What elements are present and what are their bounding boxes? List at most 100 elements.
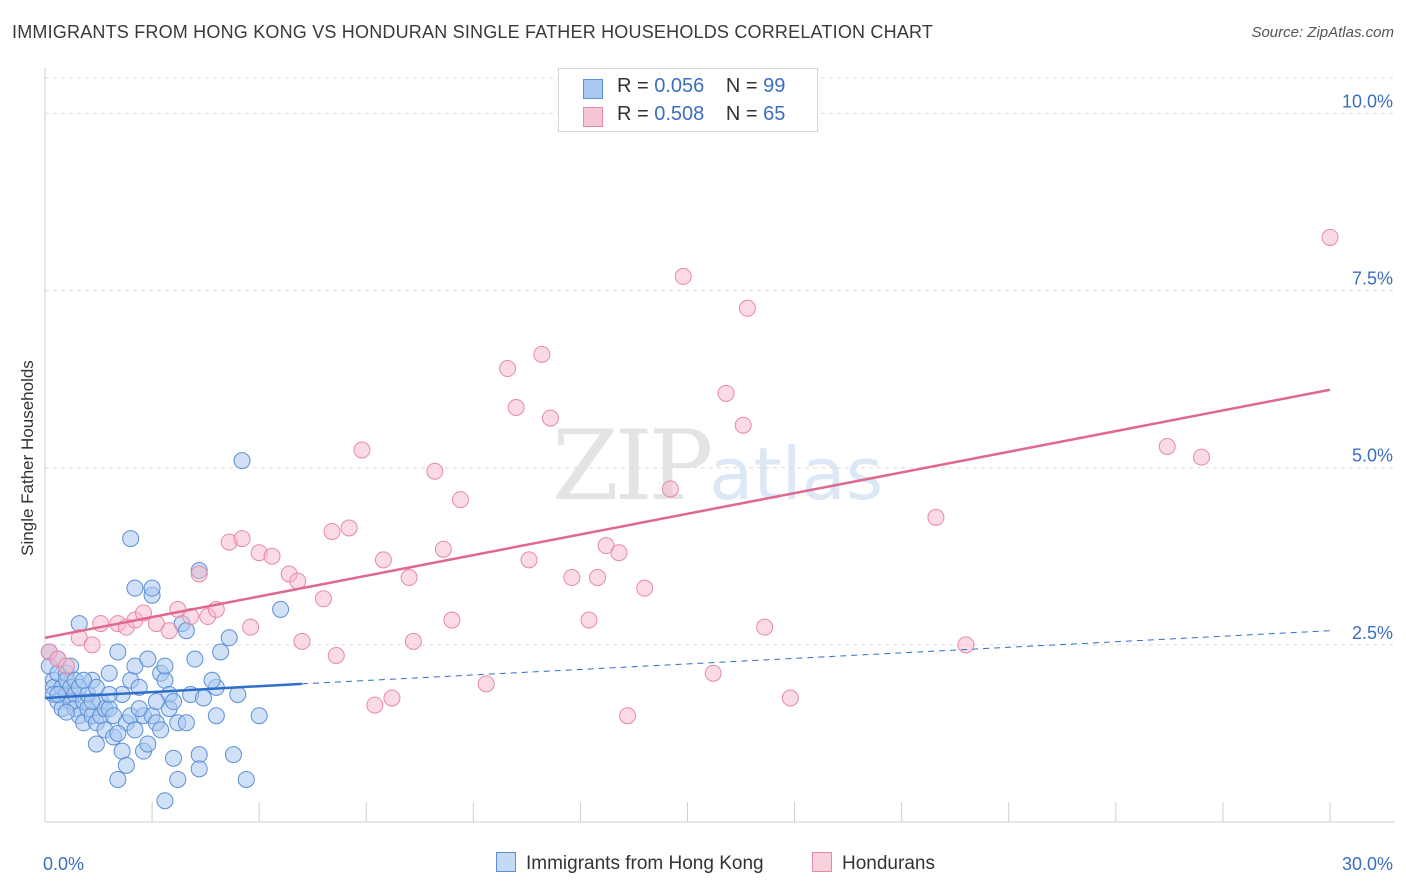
scatter-point-hong-kong xyxy=(126,657,144,675)
trend-line-hondurans xyxy=(44,388,1331,639)
watermark-atlas: atlas xyxy=(709,432,884,516)
scatter-point-hondurans xyxy=(160,622,178,640)
scatter-point-hong-kong xyxy=(237,770,255,788)
scatter-point-hondurans xyxy=(619,707,637,725)
y-tick-label: 5.0% xyxy=(1352,446,1393,466)
scatter-point-hondurans xyxy=(927,508,945,526)
scatter-point-hondurans xyxy=(293,632,311,650)
scatter-point-hong-kong xyxy=(169,770,187,788)
scatter-point-hondurans xyxy=(233,530,251,548)
scatter-point-hondurans xyxy=(242,618,260,636)
scatter-point-hondurans xyxy=(1193,448,1210,466)
r-label: R = xyxy=(617,75,655,97)
scatter-point-hong-kong xyxy=(139,735,157,753)
scatter-point-hong-kong xyxy=(75,671,93,689)
trend-lines xyxy=(44,388,1331,700)
y-tick-label: 2.5% xyxy=(1352,623,1393,643)
watermark-zip: ZIP xyxy=(552,410,713,522)
scatter-point-hong-kong xyxy=(186,650,204,668)
scatter-point-hong-kong xyxy=(203,671,221,689)
n-value: 65 xyxy=(763,103,786,125)
scatter-point-hondurans xyxy=(263,547,281,565)
scatter-point-hondurans xyxy=(323,522,341,540)
scatter-point-hondurans xyxy=(190,565,208,583)
scatter-point-hondurans xyxy=(353,441,371,459)
n-label: N = xyxy=(725,75,764,97)
trend-line-hong-kong xyxy=(44,682,303,700)
scatter-point-hondurans xyxy=(366,696,384,714)
trend-line-hong-kong-extrapolated xyxy=(301,630,1331,685)
legend-item-hondurans: Hondurans xyxy=(812,852,935,875)
scatter-point-hondurans xyxy=(507,398,525,416)
scatter-point-hondurans xyxy=(597,537,615,555)
chart-title: IMMIGRANTS FROM HONG KONG VS HONDURAN SI… xyxy=(12,22,934,42)
scatter-point-hondurans xyxy=(374,551,392,569)
scatter-point-hong-kong xyxy=(190,760,208,778)
scatter-point-hondurans xyxy=(400,569,418,587)
scatter-point-hondurans xyxy=(610,544,628,562)
scatter-point-hondurans xyxy=(738,299,756,317)
scatter-point-hong-kong xyxy=(109,643,127,661)
y-tick-label: 7.5% xyxy=(1352,269,1393,289)
scatter-point-hong-kong xyxy=(117,756,135,774)
scatter-point-hong-kong xyxy=(126,721,144,739)
scatter-point-hong-kong xyxy=(207,707,225,725)
scatter-point-hong-kong xyxy=(272,600,290,618)
scatter-point-hong-kong xyxy=(233,452,251,470)
scatter-point-hondurans xyxy=(734,416,752,434)
scatter-point-hong-kong xyxy=(165,749,182,767)
scatter-point-hong-kong xyxy=(87,735,105,753)
legend-label: Immigrants from Hong Kong xyxy=(526,853,764,874)
legend-label: Hondurans xyxy=(842,853,935,874)
scatter-point-hondurans xyxy=(589,569,607,587)
scatter-point-hong-kong xyxy=(220,629,238,647)
scatter-point-hong-kong xyxy=(126,579,144,597)
scatter-point-hondurans xyxy=(383,689,401,707)
stats-legend: R = 0.056 N = 99 R = 0.508 N = 65 xyxy=(558,68,818,132)
series-hondurans-points xyxy=(40,228,1339,725)
scatter-point-hondurans xyxy=(533,345,551,363)
scatter-point-hondurans xyxy=(499,360,517,378)
scatter-point-hong-kong xyxy=(165,693,182,711)
scatter-point-hondurans xyxy=(756,618,774,636)
scatter-point-hong-kong xyxy=(152,721,170,739)
scatter-point-hondurans xyxy=(327,646,345,664)
scatter-point-hong-kong xyxy=(130,700,148,718)
scatter-point-hondurans xyxy=(83,636,101,654)
legend-item-hong-kong: Immigrants from Hong Kong xyxy=(496,852,764,875)
legend-swatch-blue xyxy=(583,79,603,99)
scatter-point-hondurans xyxy=(674,267,692,285)
scatter-point-hong-kong xyxy=(156,657,174,675)
scatter-point-hondurans xyxy=(451,491,469,509)
scatter-point-hondurans xyxy=(520,551,538,569)
scatter-point-hong-kong xyxy=(224,746,242,764)
scatter-point-hong-kong xyxy=(109,724,127,742)
n-label: N = xyxy=(725,103,764,125)
scatter-point-hondurans xyxy=(781,689,799,707)
scatter-point-hondurans xyxy=(636,579,654,597)
scatter-point-hong-kong xyxy=(105,707,123,725)
scatter-point-hondurans xyxy=(434,540,452,558)
scatter-point-hondurans xyxy=(57,657,75,675)
r-label: R = xyxy=(617,103,655,125)
scatter-point-hondurans xyxy=(477,675,495,693)
y-axis-label: Single Father Households xyxy=(18,360,37,556)
r-value: 0.056 xyxy=(654,75,705,97)
scatter-point-hong-kong xyxy=(177,714,195,732)
scatter-point-hong-kong xyxy=(212,643,230,661)
scatter-point-hong-kong xyxy=(190,746,208,764)
series-hong-kong-points xyxy=(40,452,290,810)
stats-row-hondurans: R = 0.508 N = 65 xyxy=(583,103,786,127)
scatter-point-hondurans xyxy=(426,462,444,480)
scatter-point-hong-kong xyxy=(113,742,131,760)
scatter-point-hondurans xyxy=(563,569,581,587)
axes xyxy=(44,68,1395,823)
scatter-point-hong-kong xyxy=(122,530,140,548)
axis-ticks: 2.5% 5.0% 7.5% 10.0% 0.0% 30.0% xyxy=(43,91,1393,874)
r-value: 0.508 xyxy=(654,103,705,125)
scatter-point-hondurans xyxy=(580,611,598,629)
scatter-point-hondurans xyxy=(1321,228,1339,246)
scatter-point-hondurans xyxy=(661,480,679,498)
scatter-point-hondurans xyxy=(1158,437,1176,455)
